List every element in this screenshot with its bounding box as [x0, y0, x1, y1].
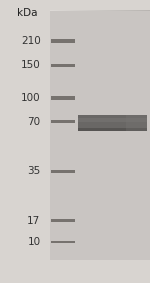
FancyBboxPatch shape	[51, 64, 75, 67]
Text: 35: 35	[27, 166, 40, 176]
FancyBboxPatch shape	[0, 0, 50, 283]
FancyBboxPatch shape	[51, 96, 75, 100]
FancyBboxPatch shape	[51, 170, 75, 173]
FancyBboxPatch shape	[78, 118, 147, 122]
FancyBboxPatch shape	[50, 11, 150, 260]
Text: 17: 17	[27, 216, 40, 226]
FancyBboxPatch shape	[51, 219, 75, 222]
Text: 150: 150	[21, 60, 40, 70]
FancyBboxPatch shape	[51, 120, 75, 123]
Text: kDa: kDa	[17, 8, 37, 18]
FancyBboxPatch shape	[126, 115, 147, 131]
FancyBboxPatch shape	[78, 128, 147, 131]
FancyBboxPatch shape	[51, 241, 75, 243]
Text: 100: 100	[21, 93, 40, 103]
Text: 10: 10	[27, 237, 40, 247]
Text: 210: 210	[21, 36, 40, 46]
FancyBboxPatch shape	[78, 115, 147, 131]
Text: 70: 70	[27, 117, 40, 127]
FancyBboxPatch shape	[51, 39, 75, 43]
